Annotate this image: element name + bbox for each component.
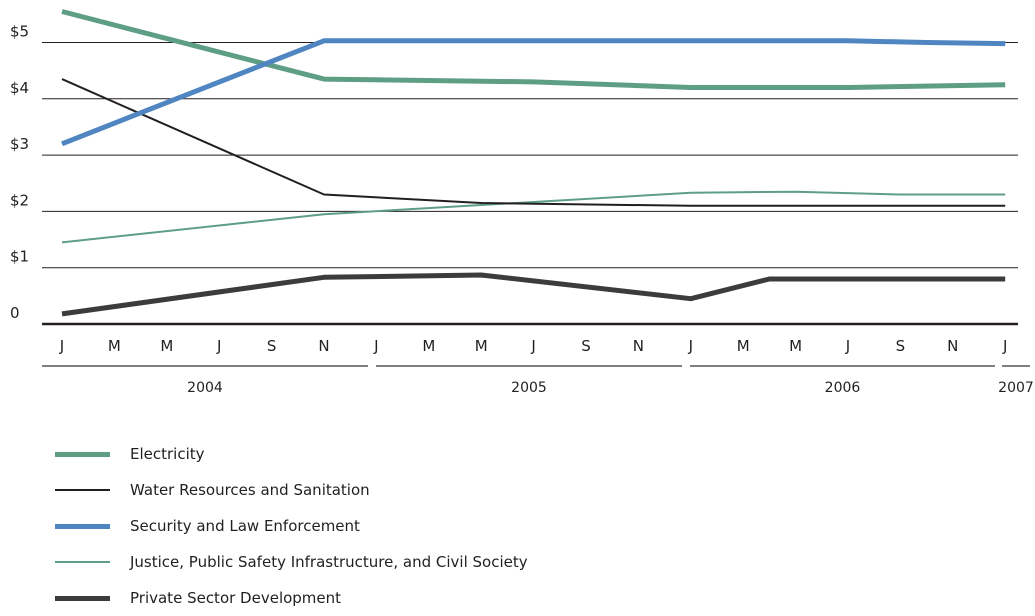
legend-item-justice: Justice, Public Safety Infrastructure, a… <box>55 544 528 580</box>
x-tick-label: J <box>530 337 535 355</box>
y-tick-label: $1 <box>10 248 29 266</box>
x-tick-label: J <box>1002 337 1007 355</box>
x-tick-label: M <box>475 337 488 355</box>
y-tick-label: $2 <box>10 191 29 209</box>
series-lines <box>61 9 1006 317</box>
legend-swatch-electricity <box>55 451 110 457</box>
x-tick-label: J <box>59 337 64 355</box>
gridlines <box>42 42 1018 269</box>
year-label: 2006 <box>825 380 861 396</box>
legend-item-security: Security and Law Enforcement <box>55 508 528 544</box>
legend-swatch-water <box>55 489 110 491</box>
x-tick-label: J <box>688 337 693 355</box>
x-tick-label: J <box>216 337 221 355</box>
line-chart: 0 $1 $2 $3 $4 $5 J M M J S N J M M J S N J M M J S N J 2004 2005… <box>10 9 1034 396</box>
year-label: 2005 <box>511 380 547 396</box>
legend-item-private-sector: Private Sector Development <box>55 580 528 616</box>
legend-label-electricity: Electricity <box>130 445 205 463</box>
x-tick-label: N <box>633 337 644 355</box>
series-line-1 <box>61 78 1006 207</box>
year-label: 2004 <box>187 380 223 396</box>
series-line-2 <box>61 38 1006 147</box>
x-axis-year-labels: 2004 2005 2006 2007 <box>42 365 1034 396</box>
x-tick-label: M <box>789 337 802 355</box>
legend-item-water: Water Resources and Sanitation <box>55 472 528 508</box>
x-tick-label: J <box>373 337 378 355</box>
x-tick-label: M <box>737 337 750 355</box>
y-tick-label: $4 <box>10 79 29 97</box>
x-tick-label: S <box>581 337 591 355</box>
series-line-0 <box>61 9 1006 90</box>
x-tick-label: M <box>160 337 173 355</box>
x-tick-label: J <box>845 337 850 355</box>
year-label: 2007 <box>998 380 1034 396</box>
y-tick-label: $5 <box>10 23 29 41</box>
y-tick-label: $3 <box>10 135 29 153</box>
x-tick-label: S <box>267 337 277 355</box>
x-tick-label: M <box>108 337 121 355</box>
legend-swatch-security <box>55 523 110 529</box>
legend-swatch-private-sector <box>55 595 110 601</box>
series-line-4 <box>61 272 1006 317</box>
legend-label-private-sector: Private Sector Development <box>130 589 342 607</box>
legend-label-water: Water Resources and Sanitation <box>130 481 370 499</box>
legend: Electricity Water Resources and Sanitati… <box>55 436 528 616</box>
series-line-3 <box>61 190 1006 244</box>
legend-swatch-justice <box>55 561 110 563</box>
x-tick-label: S <box>896 337 906 355</box>
y-axis-tick-labels: 0 $1 $2 $3 $4 $5 <box>10 23 29 323</box>
legend-item-electricity: Electricity <box>55 436 528 472</box>
x-tick-label: M <box>422 337 435 355</box>
legend-label-justice: Justice, Public Safety Infrastructure, a… <box>130 553 528 571</box>
x-tick-label: N <box>947 337 958 355</box>
x-tick-label: N <box>318 337 329 355</box>
y-tick-label: 0 <box>10 304 20 322</box>
legend-label-security: Security and Law Enforcement <box>130 517 360 535</box>
